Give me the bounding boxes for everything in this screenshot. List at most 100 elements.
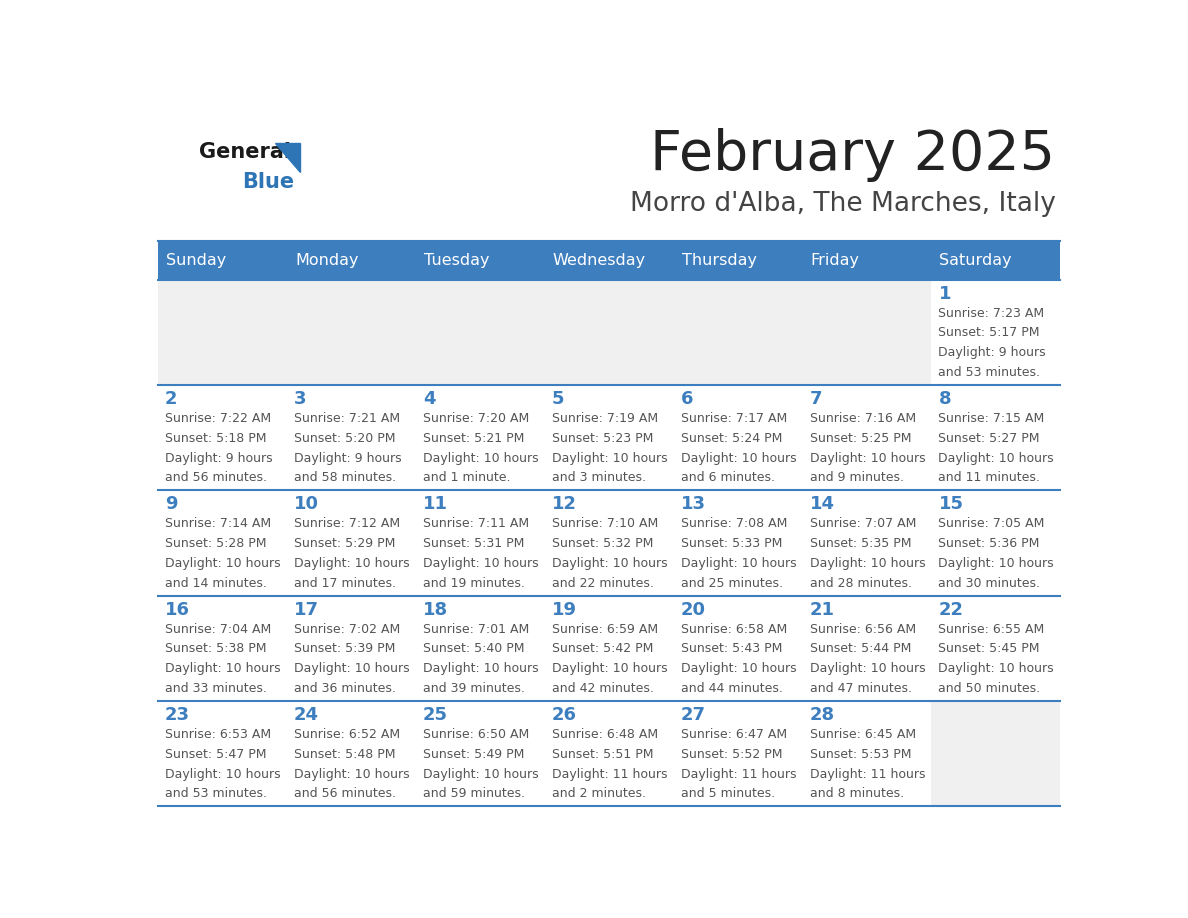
Bar [931, 490, 1060, 596]
Text: and 56 minutes.: and 56 minutes. [293, 788, 396, 800]
Text: Sunrise: 7:17 AM: Sunrise: 7:17 AM [681, 412, 786, 425]
Text: 15: 15 [939, 496, 963, 513]
Text: and 28 minutes.: and 28 minutes. [809, 577, 911, 589]
Text: 24: 24 [293, 706, 318, 724]
Bar [286, 596, 416, 701]
Text: Daylight: 10 hours: Daylight: 10 hours [681, 557, 796, 570]
Text: and 36 minutes.: and 36 minutes. [293, 682, 396, 695]
Text: Daylight: 9 hours: Daylight: 9 hours [939, 346, 1047, 359]
Text: and 53 minutes.: and 53 minutes. [165, 788, 267, 800]
Text: Sunrise: 7:21 AM: Sunrise: 7:21 AM [293, 412, 400, 425]
Bar [158, 701, 286, 806]
Text: 22: 22 [939, 600, 963, 619]
Text: Sunrise: 7:05 AM: Sunrise: 7:05 AM [939, 518, 1044, 531]
Bar [544, 386, 674, 490]
Text: Sunrise: 7:19 AM: Sunrise: 7:19 AM [551, 412, 658, 425]
Text: Sunrise: 6:56 AM: Sunrise: 6:56 AM [809, 622, 916, 635]
Text: Daylight: 10 hours: Daylight: 10 hours [939, 662, 1054, 676]
Text: 19: 19 [551, 600, 576, 619]
Text: Sunset: 5:31 PM: Sunset: 5:31 PM [423, 537, 524, 550]
Text: 13: 13 [681, 496, 706, 513]
Text: Sunset: 5:35 PM: Sunset: 5:35 PM [809, 537, 911, 550]
Bar [286, 241, 416, 280]
Text: Sunrise: 7:11 AM: Sunrise: 7:11 AM [423, 518, 529, 531]
Bar [802, 386, 931, 490]
Text: Daylight: 11 hours: Daylight: 11 hours [551, 767, 668, 780]
Text: Daylight: 10 hours: Daylight: 10 hours [423, 557, 538, 570]
Text: and 2 minutes.: and 2 minutes. [551, 788, 646, 800]
Text: Daylight: 10 hours: Daylight: 10 hours [423, 767, 538, 780]
Bar [158, 596, 286, 701]
Text: Daylight: 11 hours: Daylight: 11 hours [681, 767, 796, 780]
Bar [674, 280, 802, 386]
Text: Sunrise: 7:04 AM: Sunrise: 7:04 AM [165, 622, 271, 635]
Text: Sunrise: 7:10 AM: Sunrise: 7:10 AM [551, 518, 658, 531]
Text: Daylight: 10 hours: Daylight: 10 hours [293, 662, 410, 676]
Bar [158, 241, 286, 280]
Bar [802, 596, 931, 701]
Text: and 50 minutes.: and 50 minutes. [939, 682, 1041, 695]
Text: 21: 21 [809, 600, 834, 619]
Text: Sunset: 5:23 PM: Sunset: 5:23 PM [551, 431, 653, 445]
Text: Sunrise: 7:14 AM: Sunrise: 7:14 AM [165, 518, 271, 531]
Bar [931, 241, 1060, 280]
Text: Daylight: 10 hours: Daylight: 10 hours [809, 557, 925, 570]
Text: Daylight: 10 hours: Daylight: 10 hours [551, 452, 668, 465]
Bar [286, 490, 416, 596]
Text: Sunrise: 6:53 AM: Sunrise: 6:53 AM [165, 728, 271, 741]
Text: Sunset: 5:33 PM: Sunset: 5:33 PM [681, 537, 782, 550]
Text: Sunrise: 7:16 AM: Sunrise: 7:16 AM [809, 412, 916, 425]
Text: Monday: Monday [295, 252, 359, 268]
Text: 4: 4 [423, 390, 435, 409]
Text: Sunset: 5:39 PM: Sunset: 5:39 PM [293, 643, 396, 655]
Bar [674, 596, 802, 701]
Bar [802, 701, 931, 806]
Text: and 33 minutes.: and 33 minutes. [165, 682, 267, 695]
Text: Daylight: 10 hours: Daylight: 10 hours [939, 557, 1054, 570]
Text: Sunset: 5:20 PM: Sunset: 5:20 PM [293, 431, 396, 445]
Text: 20: 20 [681, 600, 706, 619]
Text: Sunset: 5:17 PM: Sunset: 5:17 PM [939, 327, 1040, 340]
Text: Sunset: 5:52 PM: Sunset: 5:52 PM [681, 748, 782, 761]
Text: Sunset: 5:36 PM: Sunset: 5:36 PM [939, 537, 1040, 550]
Text: and 58 minutes.: and 58 minutes. [293, 471, 396, 485]
Text: 27: 27 [681, 706, 706, 724]
Text: Daylight: 10 hours: Daylight: 10 hours [165, 662, 280, 676]
Text: Sunrise: 6:47 AM: Sunrise: 6:47 AM [681, 728, 786, 741]
Bar [158, 386, 286, 490]
Text: Daylight: 10 hours: Daylight: 10 hours [809, 662, 925, 676]
Bar [544, 241, 674, 280]
Text: 6: 6 [681, 390, 693, 409]
Text: and 22 minutes.: and 22 minutes. [551, 577, 653, 589]
Text: Daylight: 10 hours: Daylight: 10 hours [939, 452, 1054, 465]
Text: Blue: Blue [242, 172, 295, 192]
Bar [416, 386, 544, 490]
Text: Sunset: 5:49 PM: Sunset: 5:49 PM [423, 748, 524, 761]
Text: Sunrise: 6:55 AM: Sunrise: 6:55 AM [939, 622, 1044, 635]
Bar [802, 280, 931, 386]
Bar [931, 280, 1060, 386]
Text: 28: 28 [809, 706, 835, 724]
Text: Sunrise: 7:01 AM: Sunrise: 7:01 AM [423, 622, 529, 635]
Text: Sunrise: 6:48 AM: Sunrise: 6:48 AM [551, 728, 658, 741]
Bar [416, 490, 544, 596]
Bar [286, 701, 416, 806]
Text: Tuesday: Tuesday [424, 252, 489, 268]
Text: 8: 8 [939, 390, 952, 409]
Text: Sunset: 5:24 PM: Sunset: 5:24 PM [681, 431, 782, 445]
Bar [674, 490, 802, 596]
Text: and 17 minutes.: and 17 minutes. [293, 577, 396, 589]
Bar [158, 490, 286, 596]
Text: Sunset: 5:29 PM: Sunset: 5:29 PM [293, 537, 396, 550]
Text: Sunset: 5:44 PM: Sunset: 5:44 PM [809, 643, 911, 655]
Text: Morro d'Alba, The Marches, Italy: Morro d'Alba, The Marches, Italy [630, 192, 1055, 218]
Text: Daylight: 10 hours: Daylight: 10 hours [423, 452, 538, 465]
Text: 16: 16 [165, 600, 190, 619]
Text: Sunset: 5:51 PM: Sunset: 5:51 PM [551, 748, 653, 761]
Text: Sunset: 5:40 PM: Sunset: 5:40 PM [423, 643, 524, 655]
Text: 23: 23 [165, 706, 190, 724]
Text: 26: 26 [551, 706, 576, 724]
Text: and 44 minutes.: and 44 minutes. [681, 682, 783, 695]
Text: 5: 5 [551, 390, 564, 409]
Text: 17: 17 [293, 600, 318, 619]
